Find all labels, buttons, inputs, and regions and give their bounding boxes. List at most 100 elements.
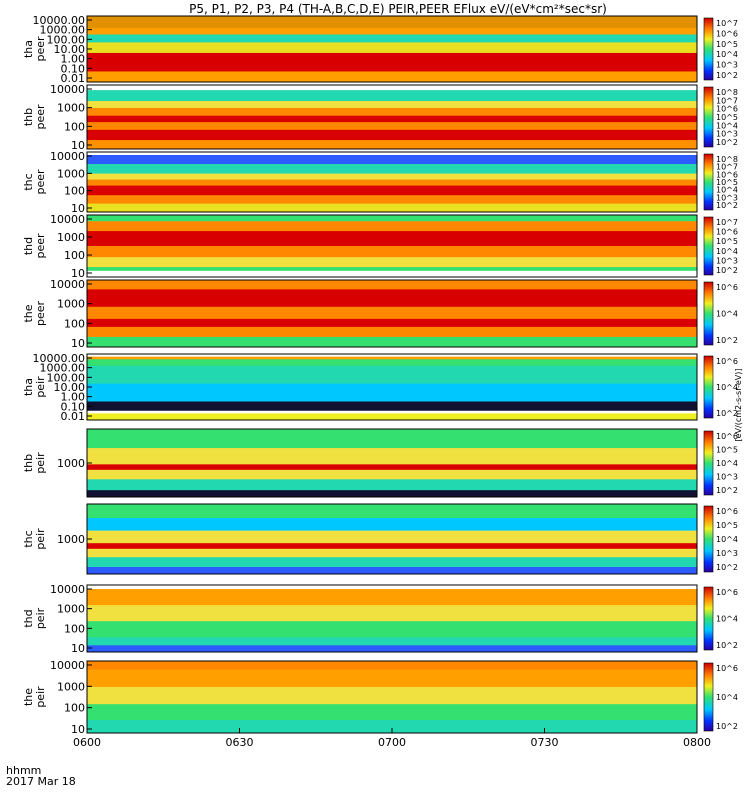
y-tick-label: 0.10 xyxy=(61,400,86,413)
panel-label-thc-peer: thcpeer xyxy=(22,169,47,195)
spectrogram-band xyxy=(87,557,697,568)
y-tick-label: 1000.00 xyxy=(40,362,86,375)
spectrogram-band xyxy=(87,306,697,320)
colorbar-tick-label: 10^3 xyxy=(716,549,738,558)
y-tick-label: 1000 xyxy=(57,167,85,180)
colorbar xyxy=(703,86,714,148)
spectrogram-band xyxy=(87,280,697,290)
colorbar-tick-label: 10^6 xyxy=(716,507,738,516)
spectrogram-band xyxy=(87,429,697,449)
y-tick-label: 100 xyxy=(64,317,85,330)
spectrogram-band xyxy=(87,469,697,480)
spectrogram-band xyxy=(87,179,697,187)
panel-label-tha-peer: thapeer xyxy=(22,36,47,62)
panel-frame xyxy=(86,84,698,150)
spectrogram-band xyxy=(87,383,697,403)
y-tick-label: 1000 xyxy=(57,102,85,115)
colorbar-tick-label: 10^6 xyxy=(716,283,738,292)
panel-label-the-peir: thepeir xyxy=(22,686,47,708)
y-tick-label: 100.00 xyxy=(47,33,86,46)
colorbar xyxy=(703,281,714,346)
colorbar-tick-label: 10^2 xyxy=(716,336,738,345)
colorbar-tick-label: 10^2 xyxy=(716,201,738,210)
colorbar-tick-label: 10^2 xyxy=(716,563,738,572)
y-tick-label: 1000 xyxy=(57,603,85,616)
spectrogram-band xyxy=(87,567,697,575)
colorbar-tick-label: 10^4 xyxy=(716,247,738,256)
x-tick-label: 0730 xyxy=(531,736,559,749)
colorbar-tick-label: 10^6 xyxy=(716,588,738,597)
spectrogram-band xyxy=(87,246,697,258)
colorbar-tick-label: 10^5 xyxy=(716,40,738,49)
spectrogram-band xyxy=(87,85,697,91)
colorbar-tick-label: 10^2 xyxy=(716,722,738,731)
x-tick-label: 0600 xyxy=(73,736,101,749)
colorbar xyxy=(703,430,714,496)
colorbar-tick-label: 10^8 xyxy=(716,155,738,164)
y-tick-label: 10000 xyxy=(50,278,85,291)
y-tick-label: 10000 xyxy=(50,659,85,672)
spectrogram-band xyxy=(87,464,697,471)
spectrogram-band xyxy=(87,257,697,268)
colorbar-tick-label: 10^5 xyxy=(716,237,738,246)
spectrogram-band xyxy=(87,359,697,367)
y-tick-label: 1000 xyxy=(57,533,85,546)
spectrogram-band xyxy=(87,530,697,544)
y-tick-label: 100 xyxy=(64,702,85,715)
colorbar-tick-label: 10^7 xyxy=(716,218,738,227)
spectrogram-band xyxy=(87,185,697,196)
colorbar-tick-label: 10^2 xyxy=(716,71,738,80)
spectrogram-band xyxy=(87,221,697,232)
spectrogram-band xyxy=(87,490,697,498)
y-tick-label: 1.00 xyxy=(61,391,86,404)
spectrogram-band xyxy=(87,365,697,385)
y-tick-label: 10000 xyxy=(50,83,85,96)
colorbar-tick-label: 10^5 xyxy=(716,178,738,187)
y-tick-label: 1000 xyxy=(57,231,85,244)
y-tick-label: 10000 xyxy=(50,213,85,226)
spectrogram-band xyxy=(87,413,697,421)
y-tick-label: 10 xyxy=(71,139,85,152)
panel-the-peer: 10000 1000 100 10 thepeer 10^6 10^4 10^2 xyxy=(22,278,738,350)
panel-label-thc-peir: thcpeir xyxy=(22,528,47,550)
panel-thb-peir: 1000 thbpeir 10^6 10^5 10^4 10^3 10^2 xyxy=(22,428,738,498)
spectrogram-band xyxy=(87,52,697,72)
x-axis: 0600 0630 0700 0730 0800 xyxy=(73,728,711,749)
colorbar-tick-label: 10^6 xyxy=(716,170,738,179)
panel-thd-peir: 10000 1000 100 10 thdpeir 10^6 10^4 10^2 xyxy=(22,583,738,655)
spectrogram-band xyxy=(87,152,697,156)
panel-the-peir: 10000 1000 100 10 thepeir 10^6 10^4 10^2 xyxy=(22,659,738,736)
y-tick-label: 10 xyxy=(71,337,85,350)
x-tick-label: 0700 xyxy=(378,736,406,749)
spectrogram-band xyxy=(87,585,697,590)
y-tick-label: 0.10 xyxy=(61,62,86,75)
colorbar-tick-label: 10^3 xyxy=(716,193,738,202)
y-tick-label: 100 xyxy=(64,120,85,133)
spectrogram-band xyxy=(87,605,697,622)
y-tick-label: 100 xyxy=(64,622,85,635)
panel-thc-peir: 1000 thcpeir 10^6 10^5 10^4 10^3 10^2 xyxy=(22,503,738,575)
spectrogram-band xyxy=(87,289,697,308)
panel-label-the-peer: thepeer xyxy=(22,301,47,327)
spectrogram-band xyxy=(87,71,697,83)
colorbar-tick-label: 10^5 xyxy=(716,113,738,122)
colorbar-tick-label: 10^5 xyxy=(716,521,738,530)
colorbar-tick-label: 10^3 xyxy=(716,473,738,482)
colorbar xyxy=(703,505,714,573)
colorbar xyxy=(703,662,714,732)
colorbar-tick-label: 10^4 xyxy=(716,186,738,195)
y-tick-label: 0.01 xyxy=(61,410,86,423)
panel-label-thb-peer: thbpeer xyxy=(22,104,47,130)
colorbar-tick-label: 10^6 xyxy=(716,432,738,441)
spectrogram-band xyxy=(87,173,697,181)
colorbar-tick-label: 10^6 xyxy=(716,29,738,38)
spectrogram-band xyxy=(87,318,697,328)
colorbar-tick-label: 10^4 xyxy=(716,121,738,130)
y-tick-label: 10.00 xyxy=(54,43,86,56)
panel-label-thd-peir: thdpeir xyxy=(22,607,47,629)
x-tick-label: 0630 xyxy=(226,736,254,749)
figure-title: P5, P1, P2, P3, P4 (TH-A,B,C,D,E) PEIR,P… xyxy=(189,2,607,16)
panel-frame xyxy=(86,279,698,348)
